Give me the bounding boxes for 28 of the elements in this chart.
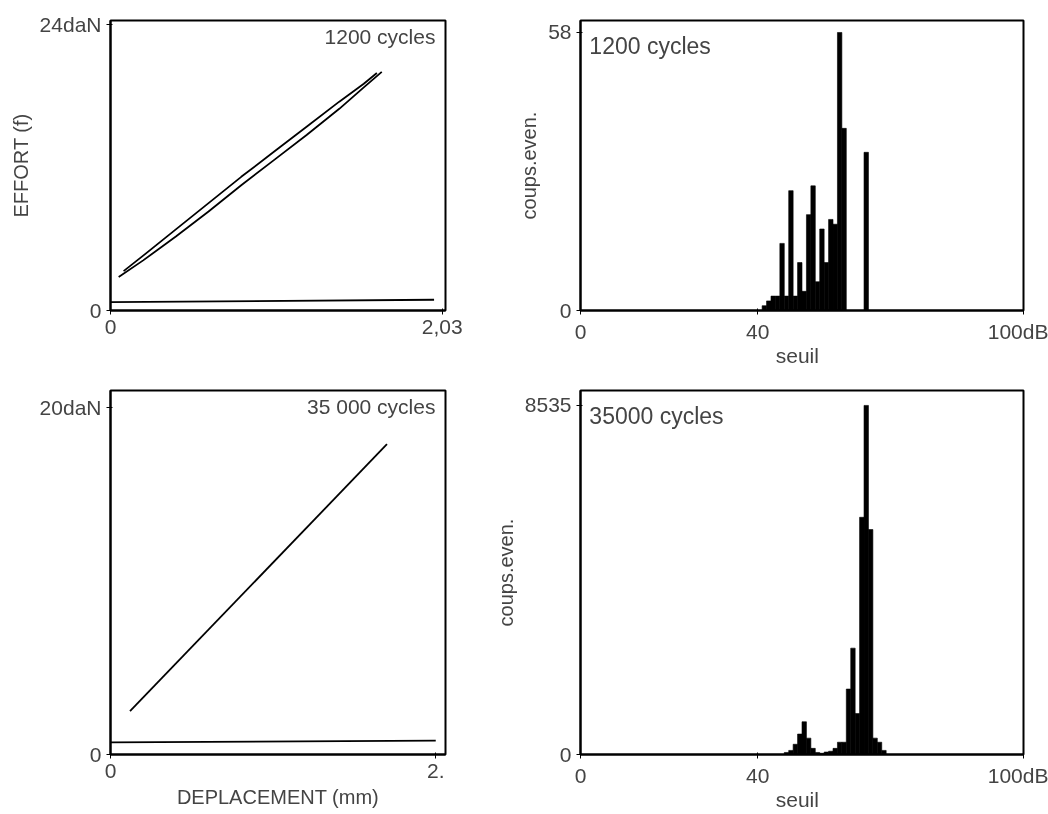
x-tick-label: 2,03 <box>421 314 463 338</box>
text: seuil <box>775 787 819 811</box>
x-axis-title: DEPLACEMENT (mm) <box>176 785 379 808</box>
y-tick-label: 8535 <box>524 393 572 417</box>
annotation: 1200 cycles <box>589 32 711 59</box>
x-tick-label: 0 <box>574 763 587 787</box>
x-tick-label: 40 <box>746 319 770 343</box>
x-tick-label: 0 <box>104 758 117 782</box>
y-tick-label: 0 <box>559 742 572 766</box>
y-axis-title: coups.even. <box>518 111 541 220</box>
y-tick-label: 24daN <box>39 12 102 36</box>
x-tick-label: 100dB <box>987 763 1048 787</box>
annotation: 35 000 cycles <box>307 394 436 418</box>
y-tick-label: 20daN <box>39 396 102 420</box>
y-tick-label: 58 <box>548 20 572 44</box>
text: seuil <box>775 343 819 367</box>
x-tick-label: 2. <box>426 758 445 782</box>
x-tick-label: 0 <box>104 314 117 338</box>
annotation: 35000 cycles <box>589 402 724 429</box>
y-tick-label: 0 <box>89 299 102 322</box>
x-tick-label: 100dB <box>987 319 1048 343</box>
x-tick-label: 0 <box>574 319 587 343</box>
y-tick-label: 0 <box>89 743 102 766</box>
y-tick-label: 0 <box>559 298 572 322</box>
x-tick-label: 40 <box>746 763 770 787</box>
annotation: 1200 cycles <box>324 24 436 48</box>
y-axis-title: EFFORT (f) <box>9 113 32 218</box>
y-axis-title: coups.even. <box>494 518 517 627</box>
